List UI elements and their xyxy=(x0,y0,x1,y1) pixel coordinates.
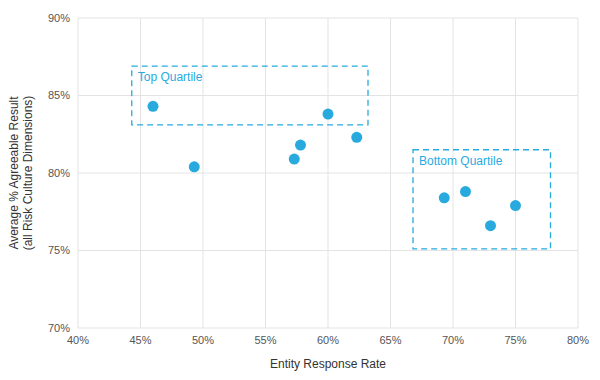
y-grid-line xyxy=(78,173,578,174)
scatter-point xyxy=(323,109,334,120)
scatter-point xyxy=(295,140,306,151)
quartile-box xyxy=(132,66,368,125)
annotation-labels: Top Quartile Bottom Quartile xyxy=(138,70,503,168)
scatter-point xyxy=(460,186,471,197)
quartile-box xyxy=(413,150,551,249)
points xyxy=(148,101,522,231)
y-tick-label: 75% xyxy=(48,244,70,256)
ticks: 40% 45% 50% 55% 60% 65% 70% 75% 80% 70% 75% 80% 85% 9… xyxy=(48,12,589,346)
scatter-point xyxy=(439,192,450,203)
scatter-point xyxy=(351,132,362,143)
x-tick-label: 75% xyxy=(504,334,526,346)
scatter-point xyxy=(189,161,200,172)
quartile-label: Bottom Quartile xyxy=(419,154,503,168)
x-tick-label: 65% xyxy=(379,334,401,346)
y-tick-label: 70% xyxy=(48,322,70,334)
y-grid-line xyxy=(78,328,578,329)
y-tick-label: 90% xyxy=(48,12,70,24)
x-axis-label: Entity Response Rate xyxy=(270,357,386,371)
x-tick-label: 60% xyxy=(317,334,339,346)
scatter-point xyxy=(148,101,159,112)
y-grid-line xyxy=(78,250,578,251)
annotations xyxy=(132,66,551,249)
y-tick-label: 85% xyxy=(48,89,70,101)
x-tick-label: 40% xyxy=(67,334,89,346)
x-tick-label: 70% xyxy=(442,334,464,346)
scatter-point xyxy=(289,154,300,165)
grid xyxy=(78,18,578,328)
chart: 40% 45% 50% 55% 60% 65% 70% 75% 80% 70% 75% 80% 85% 9… xyxy=(0,0,600,380)
quartile-label: Top Quartile xyxy=(138,70,203,84)
x-tick-label: 55% xyxy=(254,334,276,346)
y-grid-line xyxy=(78,95,578,96)
y-grid-line xyxy=(78,18,578,19)
x-tick-label: 50% xyxy=(192,334,214,346)
y-axis-label: Average % Agreeable Result(all Risk Cult… xyxy=(7,96,35,251)
scatter-point xyxy=(485,220,496,231)
scatter-point xyxy=(510,200,521,211)
x-tick-label: 80% xyxy=(567,334,589,346)
x-tick-label: 45% xyxy=(129,334,151,346)
plot-area xyxy=(132,66,551,249)
y-tick-label: 80% xyxy=(48,167,70,179)
